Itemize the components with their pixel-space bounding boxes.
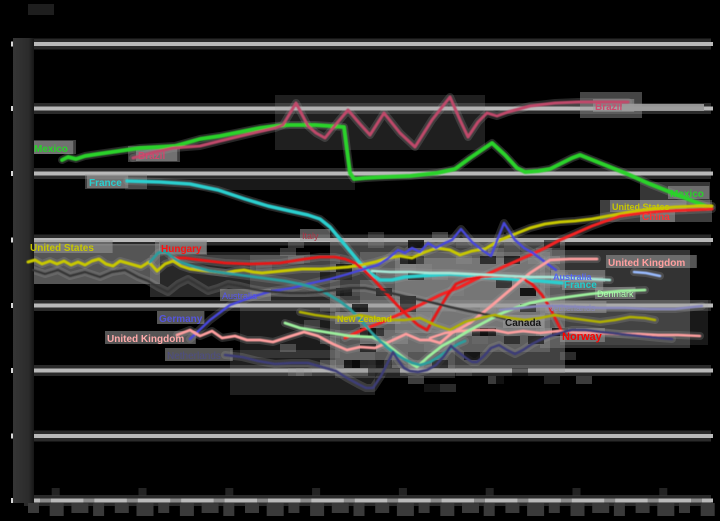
svg-text:France: France bbox=[564, 280, 597, 291]
svg-text:Brazil: Brazil bbox=[595, 102, 622, 113]
svg-text:Canada: Canada bbox=[505, 318, 542, 329]
svg-text:Norway: Norway bbox=[562, 331, 603, 343]
svg-text:Netherlands: Netherlands bbox=[167, 351, 221, 362]
svg-text:Mexico: Mexico bbox=[670, 189, 704, 200]
svg-text:Australia: Australia bbox=[553, 272, 593, 282]
svg-text:United States: United States bbox=[30, 243, 94, 254]
svg-text:China: China bbox=[642, 212, 670, 223]
svg-text:Germany: Germany bbox=[159, 314, 203, 325]
svg-text:Australia: Australia bbox=[222, 291, 257, 301]
svg-text:Denmark: Denmark bbox=[597, 289, 634, 299]
svg-text:France: France bbox=[89, 178, 122, 189]
svg-text:Netherlands: Netherlands bbox=[547, 303, 596, 313]
svg-text:United States: United States bbox=[612, 202, 670, 212]
svg-text:Mexico: Mexico bbox=[34, 144, 68, 155]
svg-text:Italy: Italy bbox=[302, 231, 319, 241]
svg-text:United Kingdom: United Kingdom bbox=[107, 334, 184, 345]
svg-text:Brazil: Brazil bbox=[138, 151, 165, 162]
svg-text:United Kingdom: United Kingdom bbox=[608, 258, 685, 269]
svg-text:Hungary: Hungary bbox=[161, 244, 202, 255]
svg-text:New Zealand: New Zealand bbox=[337, 314, 392, 324]
